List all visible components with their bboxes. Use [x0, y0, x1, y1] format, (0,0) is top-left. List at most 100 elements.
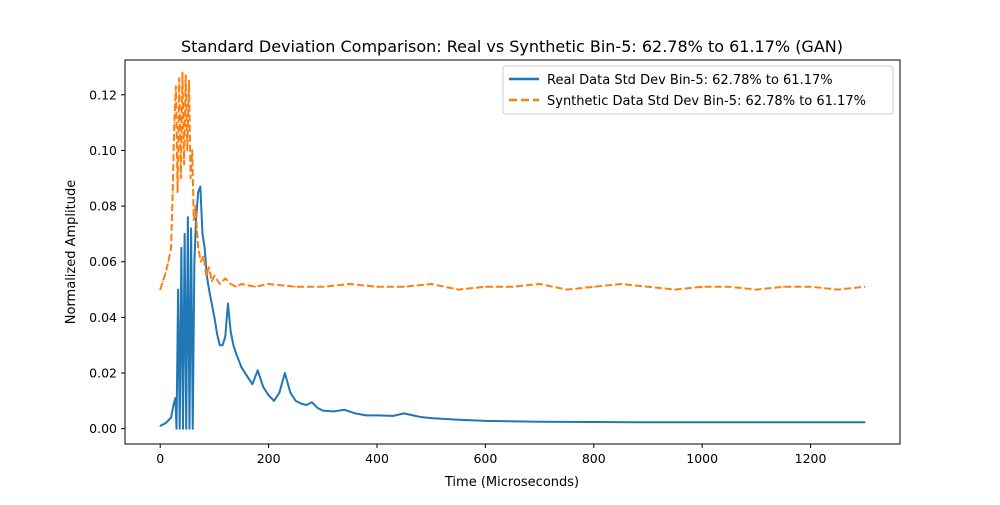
synthetic-data-point [836, 288, 839, 291]
synthetic-data-point [403, 285, 405, 288]
real-data-point [538, 420, 541, 423]
synthetic-data-point [229, 283, 232, 285]
synthetic-data-point [219, 283, 221, 285]
synthetic-data-point [181, 71, 184, 74]
real-data-point [175, 427, 178, 430]
real-data-point [208, 288, 210, 291]
synthetic-data-point [484, 285, 487, 288]
real-data-point [316, 407, 319, 409]
synthetic-data-point [538, 283, 541, 285]
synthetic-data-point [210, 280, 213, 283]
chart-title: Standard Deviation Comparison: Real vs S… [181, 37, 843, 56]
synthetic-data-point [565, 288, 568, 291]
synthetic-data-point [176, 191, 179, 193]
real-data-point [210, 302, 213, 305]
real-data-point [199, 185, 202, 188]
synthetic-data-point [175, 85, 177, 88]
series-layer [159, 71, 866, 430]
y-tick-label: 0.10 [89, 143, 117, 158]
legend-box [502, 65, 894, 115]
real-data-point [221, 344, 224, 347]
synthetic-data-point [205, 274, 208, 277]
synthetic-data-point [173, 121, 176, 124]
y-tick-label: 0.02 [89, 366, 117, 381]
synthetic-data-point [457, 288, 460, 291]
synthetic-data-point [178, 77, 180, 79]
real-data-point [392, 415, 395, 417]
synthetic-data-point [755, 288, 758, 291]
y-tick-label: 0.06 [89, 254, 117, 269]
real-data-point [240, 366, 243, 369]
axes: 0 200 400 600 800 1000 1200 0.000.020.040.060.… [89, 59, 901, 466]
real-data-point [174, 397, 177, 399]
synthetic-data-point [511, 285, 514, 288]
x-tick-label: 1000 [686, 451, 718, 466]
synthetic-data-point [191, 149, 193, 152]
real-data-point [159, 425, 162, 427]
real-data-point [164, 422, 167, 424]
real-data-point [701, 421, 703, 424]
real-data-point [213, 316, 216, 319]
real-data-point [403, 412, 405, 415]
x-tick-label: 600 [473, 451, 497, 466]
real-data-point [188, 427, 191, 430]
series-real-line [159, 185, 865, 430]
synthetic-data-point [189, 177, 192, 180]
real-data-point [180, 247, 183, 249]
synthetic-data-point [322, 285, 324, 288]
synthetic-data-point [180, 177, 182, 180]
real-data-point [300, 402, 302, 405]
real-data-point [172, 402, 175, 405]
real-data-point [311, 401, 313, 404]
real-data-point [185, 427, 188, 430]
real-data-point [229, 330, 232, 333]
real-data-point [343, 408, 346, 411]
real-data-point [219, 344, 221, 347]
synthetic-data-point [170, 247, 172, 249]
real-data-point [755, 421, 758, 424]
real-data-point [365, 414, 367, 417]
real-data-point [294, 400, 297, 402]
real-data-point [191, 427, 194, 430]
synthetic-data-point [213, 274, 216, 277]
synthetic-data-point [647, 285, 649, 288]
synthetic-data-point [254, 285, 256, 288]
real-data-point [197, 191, 199, 193]
real-data-point [322, 409, 324, 412]
synthetic-data-point [186, 149, 189, 152]
x-tick-label: 200 [257, 451, 281, 466]
synthetic-data-point [674, 288, 676, 291]
real-data-point [246, 375, 248, 377]
real-data-point [256, 369, 259, 372]
x-axis: 0 200 400 600 800 1000 1200 [156, 444, 827, 466]
y-tick-label: 0.00 [89, 421, 117, 436]
y-axis-label: Normalized Amplitude [64, 180, 79, 324]
real-data-point [278, 391, 281, 394]
synthetic-data-point [430, 283, 433, 285]
real-data-point [592, 421, 595, 423]
synthetic-data-point [728, 285, 731, 288]
real-data-point [376, 414, 378, 417]
synthetic-data-point [267, 283, 270, 285]
synthetic-data-point [349, 283, 351, 285]
real-data-point [419, 416, 422, 418]
real-data-point [195, 219, 197, 221]
real-data-point [190, 227, 192, 230]
x-axis-label: Time (Microseconds) [444, 475, 579, 490]
synthetic-data-point [194, 205, 197, 207]
plot-frame [124, 59, 901, 445]
real-data-point [430, 417, 433, 419]
synthetic-data-point [162, 280, 164, 283]
real-data-point [273, 400, 275, 402]
real-data-point [201, 233, 204, 235]
legend-label-synthetic: Synthetic Data Std Dev Bin-5: 62.78% to … [547, 94, 866, 109]
synthetic-data-point [782, 285, 785, 288]
real-data-point [262, 386, 265, 388]
y-tick-label: 0.12 [89, 87, 117, 102]
real-data-point [170, 416, 172, 419]
synthetic-data-point [171, 191, 174, 193]
synthetic-data-point [240, 283, 243, 285]
real-data-point [177, 288, 179, 291]
